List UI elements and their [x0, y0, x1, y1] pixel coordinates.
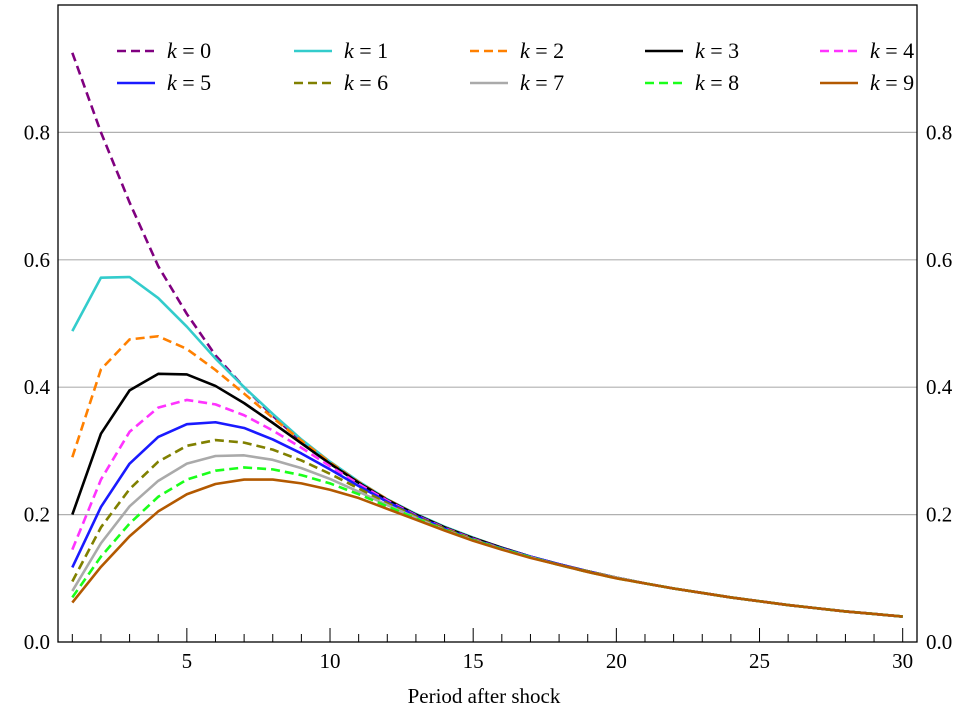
legend-label-k0: k = 0 — [167, 38, 211, 63]
legend-label-k7: k = 7 — [520, 70, 564, 95]
y-tick-label-left-1: 0.2 — [24, 503, 50, 527]
series-line-k5 — [71, 420, 903, 618]
x-axis-title: Period after shock — [408, 684, 561, 708]
series-line-k4 — [71, 398, 903, 618]
y-tick-label-left-2: 0.4 — [24, 375, 51, 399]
x-tick-label-3: 20 — [606, 649, 627, 673]
series-line-k7 — [71, 454, 903, 618]
legend-label-k6: k = 6 — [344, 70, 388, 95]
x-axis-ticks: 5 10 15 20 25 30 — [71, 628, 913, 673]
y-axis-ticks: 0.0 0.0 0.2 0.2 0.4 0.4 0.6 0.6 0.8 0.8 — [24, 120, 953, 654]
legend-label-k1: k = 1 — [344, 38, 388, 63]
x-tick-label-1: 10 — [320, 649, 341, 673]
x-tick-label-5: 30 — [892, 649, 913, 673]
legend-label-k3: k = 3 — [695, 38, 739, 63]
y-tick-label-right-2: 0.4 — [926, 375, 953, 399]
plot-frame — [57, 4, 918, 643]
plot-border — [57, 4, 918, 643]
legend: k = 0 k = 1 k = 2 k = 3 k = 4 k = 5 k = 6 k = 7… — [117, 38, 914, 95]
legend-label-k4: k = 4 — [870, 38, 914, 63]
series-line-k3 — [71, 372, 903, 618]
y-tick-label-right-1: 0.2 — [926, 503, 952, 527]
y-tick-label-right-0: 0.0 — [926, 630, 952, 654]
series-line-k9 — [71, 478, 903, 618]
series-line-k6 — [71, 438, 903, 618]
legend-label-k8: k = 8 — [695, 70, 739, 95]
series-line-k0 — [71, 52, 903, 618]
legend-label-k2: k = 2 — [520, 38, 564, 63]
y-tick-label-left-3: 0.6 — [24, 248, 50, 272]
series-lines — [71, 52, 903, 618]
series-line-k1 — [71, 275, 903, 618]
x-tick-label-2: 15 — [463, 649, 484, 673]
x-tick-label-4: 25 — [749, 649, 770, 673]
y-tick-label-right-3: 0.6 — [926, 248, 952, 272]
y-tick-label-right-4: 0.8 — [926, 120, 952, 144]
y-tick-label-left-4: 0.8 — [24, 120, 50, 144]
legend-label-k5: k = 5 — [167, 70, 211, 95]
legend-label-k9: k = 9 — [870, 70, 914, 95]
y-tick-label-left-0: 0.0 — [24, 630, 50, 654]
gridlines — [58, 131, 917, 516]
x-tick-label-0: 5 — [182, 649, 193, 673]
